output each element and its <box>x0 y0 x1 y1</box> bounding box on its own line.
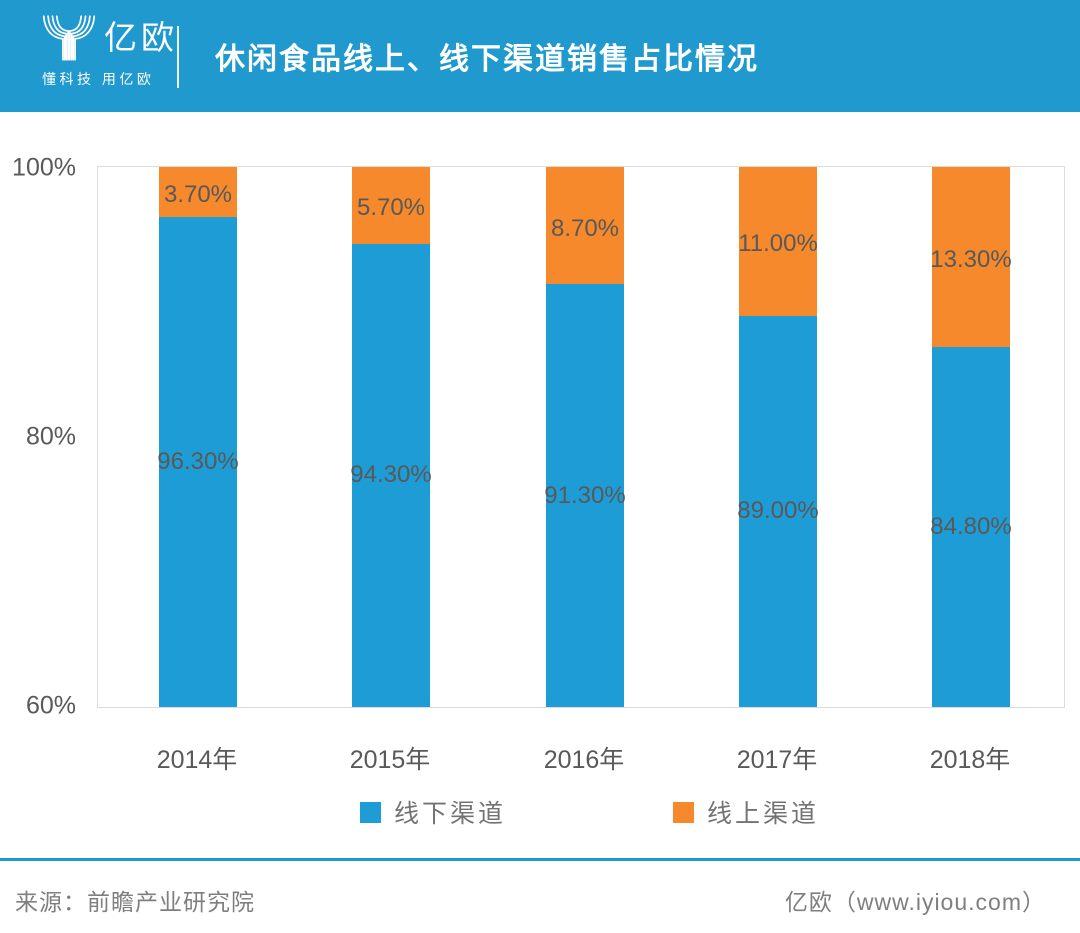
legend-item-线上渠道: 线上渠道 <box>673 799 819 828</box>
online-bar-segment <box>546 167 624 285</box>
bar-group-2015年: 5.70% 94.30% <box>350 167 432 707</box>
offline-bar-segment <box>932 346 1010 707</box>
logo-text: 亿欧 <box>104 19 178 56</box>
legend-item-线下渠道: 线下渠道 <box>360 799 506 828</box>
bar-group-2017年: 11.00% 89.00% <box>737 167 819 707</box>
legend-swatch <box>673 801 694 823</box>
legend-label: 线上渠道 <box>707 800 820 828</box>
bar-group-2014年: 3.70% 96.30% <box>157 167 239 707</box>
x-axis-tick: 2018年 <box>929 746 1011 774</box>
x-axis-tick: 2014年 <box>156 746 238 774</box>
footer-divider <box>0 858 1080 861</box>
y-axis-tick-60: 60% <box>25 691 76 720</box>
y-axis-tick-80: 80% <box>25 422 76 451</box>
x-axis-tick: 2015年 <box>349 746 431 774</box>
offline-bar-segment <box>739 315 817 707</box>
header-divider <box>177 26 179 88</box>
plot-area: 3.70% 96.30% 5.70% 94.30% 8.70% 91.30% 11.00% 8… <box>97 166 1065 708</box>
offline-bar-segment <box>546 284 624 707</box>
source-text: 来源：前瞻产业研究院 <box>15 889 255 915</box>
logo: 亿欧 懂科技 用亿欧 <box>42 14 192 98</box>
logo-tagline: 懂科技 用亿欧 <box>42 71 155 87</box>
online-bar-segment <box>932 167 1010 347</box>
credit-text: 亿欧（www.iyiou.com） <box>784 889 1046 915</box>
yiou-logo-icon <box>42 15 96 61</box>
online-bar-segment <box>739 167 817 316</box>
online-bar-segment <box>352 167 430 244</box>
offline-bar-segment <box>159 216 237 707</box>
offline-bar-segment <box>352 243 430 707</box>
bar-group-2016年: 8.70% 91.30% <box>544 167 626 707</box>
legend-swatch <box>360 801 381 823</box>
y-axis-tick-100: 100% <box>12 153 76 182</box>
bar-group-2018年: 13.30% 84.80% <box>930 167 1012 707</box>
online-bar-segment <box>159 167 237 217</box>
page-title: 休闲食品线上、线下渠道销售占比情况 <box>215 43 759 76</box>
legend-label: 线下渠道 <box>394 800 507 828</box>
header-banner: 亿欧 懂科技 用亿欧 休闲食品线上、线下渠道销售占比情况 <box>0 0 1080 112</box>
x-axis-tick: 2017年 <box>736 746 818 774</box>
x-axis-tick: 2016年 <box>543 746 625 774</box>
